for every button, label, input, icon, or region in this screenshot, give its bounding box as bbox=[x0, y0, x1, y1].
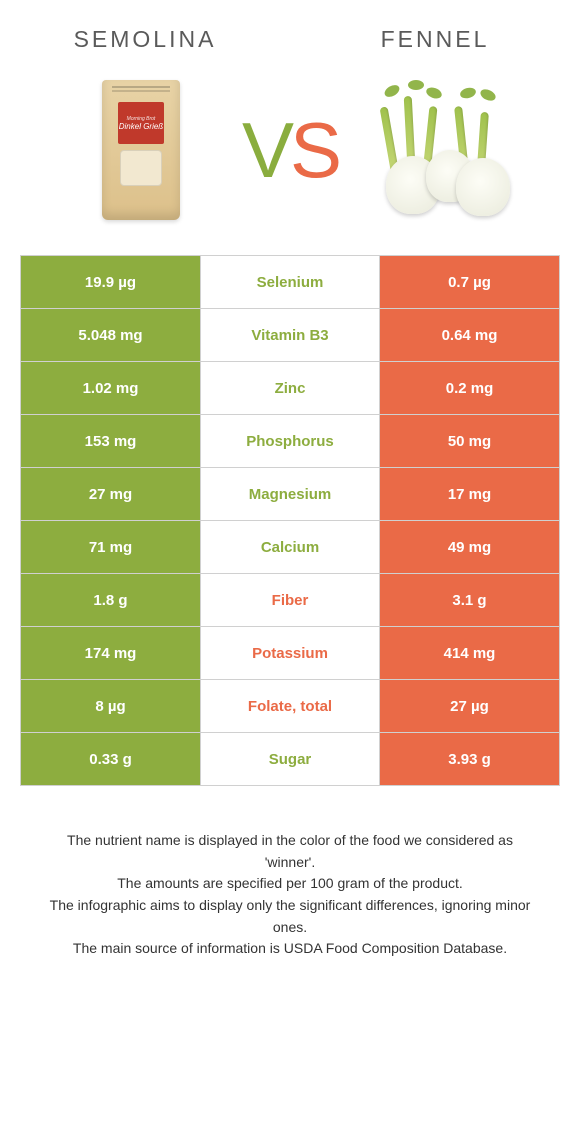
left-food-title: SEMOLINA bbox=[0, 26, 290, 53]
right-value-cell: 0.2 mg bbox=[380, 362, 560, 414]
vs-v: V bbox=[242, 106, 290, 194]
nutrient-cell: Vitamin B3 bbox=[201, 309, 380, 361]
fennel-icon bbox=[364, 80, 514, 220]
left-value-cell: 71 mg bbox=[21, 521, 201, 573]
titles-row: SEMOLINA FENNEL bbox=[0, 0, 580, 67]
nutrient-cell: Magnesium bbox=[201, 468, 380, 520]
vs-s: S bbox=[290, 106, 338, 194]
comparison-table: 19.9 µgSelenium0.7 µg5.048 mgVitamin B30… bbox=[20, 255, 560, 786]
right-value-cell: 49 mg bbox=[380, 521, 560, 573]
left-value-cell: 0.33 g bbox=[21, 733, 201, 785]
bag-window bbox=[120, 150, 162, 186]
semolina-bag-icon: Morning Brot Dinkel Grieß bbox=[102, 80, 180, 220]
table-row: 1.02 mgZinc0.2 mg bbox=[21, 362, 560, 415]
nutrient-cell: Selenium bbox=[201, 256, 380, 308]
bag-label: Morning Brot Dinkel Grieß bbox=[118, 102, 164, 144]
left-value-cell: 5.048 mg bbox=[21, 309, 201, 361]
left-value-cell: 19.9 µg bbox=[21, 256, 201, 308]
nutrient-cell: Zinc bbox=[201, 362, 380, 414]
right-value-cell: 17 mg bbox=[380, 468, 560, 520]
nutrient-cell: Fiber bbox=[201, 574, 380, 626]
footer-notes: The nutrient name is displayed in the co… bbox=[40, 830, 540, 960]
left-value-cell: 1.8 g bbox=[21, 574, 201, 626]
hero-row: Morning Brot Dinkel Grieß VS bbox=[0, 67, 580, 255]
table-row: 71 mgCalcium49 mg bbox=[21, 521, 560, 574]
right-value-cell: 3.93 g bbox=[380, 733, 560, 785]
right-food-title: FENNEL bbox=[290, 26, 580, 53]
footer-line: The nutrient name is displayed in the co… bbox=[40, 830, 540, 873]
nutrient-cell: Potassium bbox=[201, 627, 380, 679]
left-value-cell: 153 mg bbox=[21, 415, 201, 467]
left-value-cell: 27 mg bbox=[21, 468, 201, 520]
table-row: 19.9 µgSelenium0.7 µg bbox=[21, 256, 560, 309]
right-value-cell: 0.7 µg bbox=[380, 256, 560, 308]
right-value-cell: 414 mg bbox=[380, 627, 560, 679]
table-row: 174 mgPotassium414 mg bbox=[21, 627, 560, 680]
table-row: 5.048 mgVitamin B30.64 mg bbox=[21, 309, 560, 362]
footer-line: The infographic aims to display only the… bbox=[40, 895, 540, 938]
nutrient-cell: Folate, total bbox=[201, 680, 380, 732]
right-value-cell: 0.64 mg bbox=[380, 309, 560, 361]
table-row: 8 µgFolate, total27 µg bbox=[21, 680, 560, 733]
right-value-cell: 50 mg bbox=[380, 415, 560, 467]
footer-line: The main source of information is USDA F… bbox=[40, 938, 540, 960]
table-row: 153 mgPhosphorus50 mg bbox=[21, 415, 560, 468]
right-food-image bbox=[364, 75, 514, 225]
left-value-cell: 8 µg bbox=[21, 680, 201, 732]
table-row: 27 mgMagnesium17 mg bbox=[21, 468, 560, 521]
table-row: 1.8 gFiber3.1 g bbox=[21, 574, 560, 627]
right-value-cell: 3.1 g bbox=[380, 574, 560, 626]
vs-label: VS bbox=[242, 105, 338, 196]
nutrient-cell: Sugar bbox=[201, 733, 380, 785]
table-row: 0.33 gSugar3.93 g bbox=[21, 733, 560, 786]
left-value-cell: 1.02 mg bbox=[21, 362, 201, 414]
left-food-image: Morning Brot Dinkel Grieß bbox=[66, 75, 216, 225]
left-value-cell: 174 mg bbox=[21, 627, 201, 679]
right-value-cell: 27 µg bbox=[380, 680, 560, 732]
footer-line: The amounts are specified per 100 gram o… bbox=[40, 873, 540, 895]
nutrient-cell: Calcium bbox=[201, 521, 380, 573]
nutrient-cell: Phosphorus bbox=[201, 415, 380, 467]
